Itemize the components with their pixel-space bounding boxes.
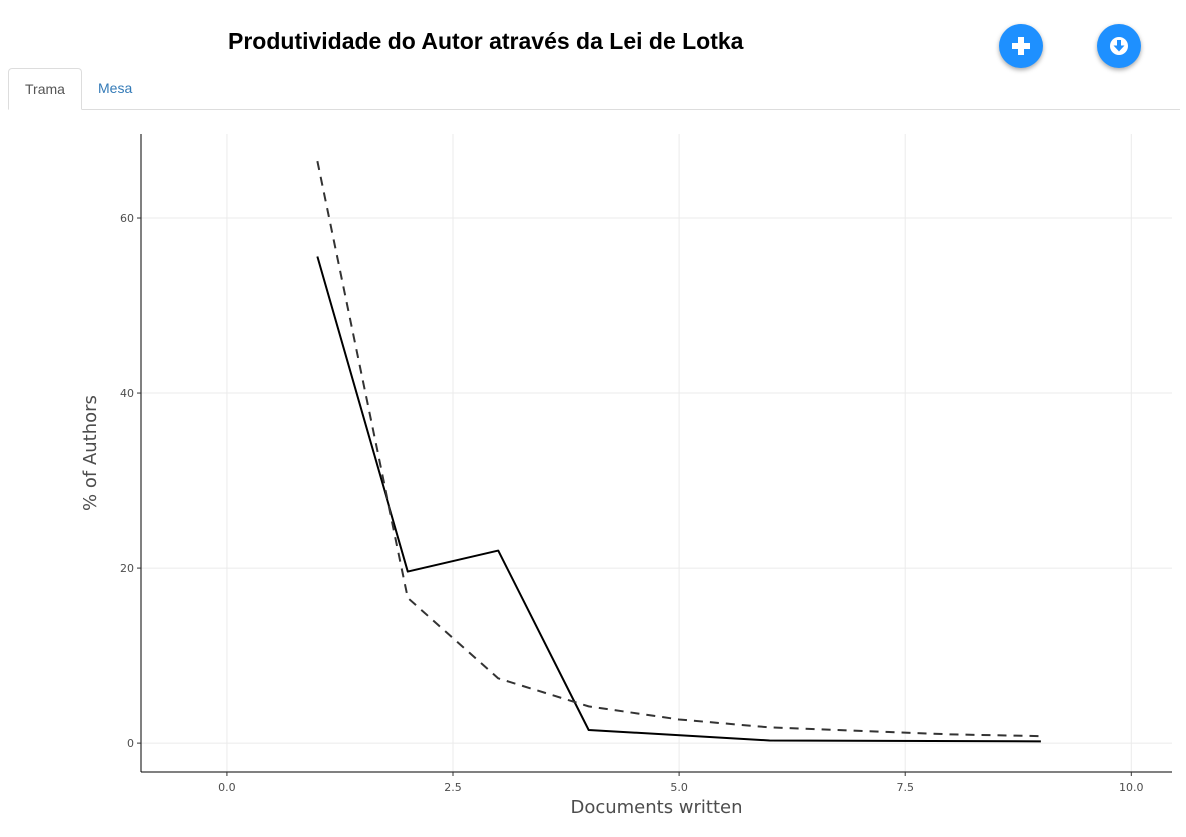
y-tick-label: 0 — [127, 737, 134, 750]
x-axis-title: Documents written — [570, 797, 742, 818]
tab-trama[interactable]: Trama — [8, 68, 82, 110]
x-tick-label: 2.5 — [444, 781, 462, 794]
y-axis-title: % of Authors — [80, 395, 101, 511]
y-tick-label: 20 — [120, 562, 134, 575]
y-tick-label: 60 — [120, 212, 134, 225]
tab-mesa[interactable]: Mesa — [98, 80, 133, 96]
tab-bar: Trama Mesa — [8, 68, 1180, 110]
download-button[interactable] — [1097, 24, 1141, 68]
add-button[interactable] — [999, 24, 1043, 68]
download-circle-icon — [1110, 37, 1128, 55]
page-title: Produtividade do Autor através da Lei de… — [228, 28, 744, 54]
x-tick-label: 0.0 — [218, 781, 236, 794]
x-tick-label: 10.0 — [1119, 781, 1144, 794]
lotka-theoretical-line — [316, 160, 1041, 738]
x-tick-label: 7.5 — [896, 781, 914, 794]
x-tick-label: 5.0 — [670, 781, 688, 794]
observed-line — [316, 256, 1041, 743]
y-tick-label: 40 — [120, 387, 134, 400]
plus-icon — [1012, 37, 1030, 55]
